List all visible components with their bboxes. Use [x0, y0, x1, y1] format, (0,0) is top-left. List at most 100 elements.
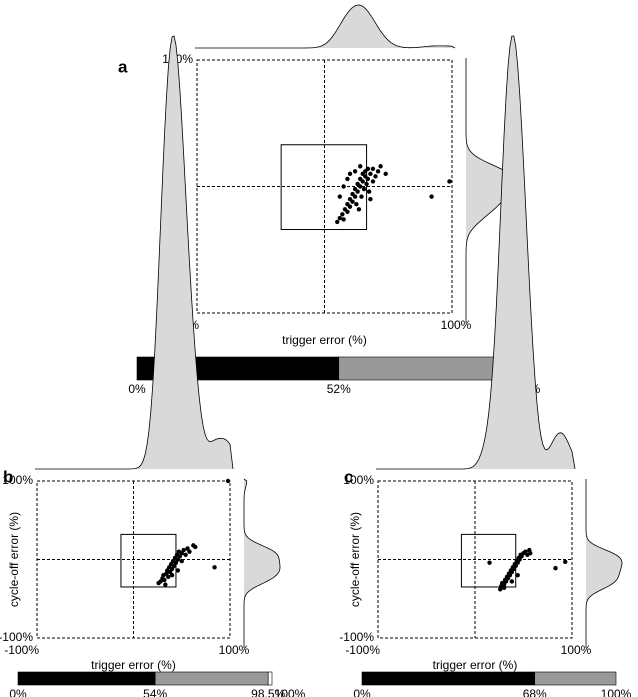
data-point: [365, 166, 371, 171]
data-point: [553, 565, 558, 571]
data-point: [511, 566, 516, 572]
bar-tick-label: 98.5%: [251, 687, 285, 697]
data-point: [175, 557, 181, 562]
data-point: [519, 554, 524, 559]
panel-letter: c: [344, 467, 353, 486]
data-point: [509, 569, 515, 575]
data-point: [523, 549, 528, 554]
data-point: [366, 189, 372, 194]
data-point: [181, 547, 186, 553]
data-point: [503, 579, 509, 584]
data-point: [347, 171, 353, 177]
data-point: [383, 171, 388, 177]
marginal-x: [195, 4, 456, 49]
data-point: [179, 558, 184, 564]
data-point: [361, 186, 367, 192]
data-point: [517, 557, 522, 562]
data-point: [507, 573, 513, 578]
x-axis-label: trigger error (%): [433, 658, 518, 672]
marginal-y: [243, 478, 281, 648]
bar-tick-label: 68%: [523, 687, 547, 697]
data-point: [360, 179, 365, 184]
bar-segment: [267, 671, 273, 686]
target-box: [280, 144, 368, 231]
data-point: [358, 164, 363, 169]
data-point: [352, 194, 358, 199]
data-point: [345, 176, 350, 182]
data-point: [187, 549, 192, 554]
y-axis-label: cycle-off error (%): [7, 512, 21, 607]
y-tick-label: -100%: [0, 630, 33, 644]
data-point: [337, 215, 342, 221]
data-point: [337, 194, 342, 199]
data-point: [378, 164, 383, 169]
data-point: [350, 199, 355, 204]
x-tick-label: 100%: [219, 643, 250, 657]
data-point: [225, 478, 231, 484]
data-point: [166, 574, 171, 579]
data-point: [359, 194, 364, 199]
bar-segment: [361, 671, 536, 686]
data-point: [365, 176, 371, 182]
data-point: [340, 212, 345, 217]
marginal-x: [35, 35, 234, 470]
y-tick-label: -100%: [339, 630, 374, 644]
data-point: [447, 179, 452, 184]
bar-tick-label: 100%: [601, 687, 632, 697]
y-tick-label: 100%: [343, 473, 374, 487]
x-tick-label: -100%: [4, 643, 39, 657]
data-point: [368, 171, 373, 177]
data-point: [169, 566, 175, 572]
bar-tick-label: 0%: [9, 687, 27, 697]
data-point: [501, 582, 507, 587]
marginal-y: [585, 479, 623, 648]
data-point: [341, 217, 346, 222]
data-point: [513, 563, 518, 568]
bar-segment: [154, 671, 269, 686]
data-point: [515, 573, 520, 578]
data-point: [185, 546, 190, 551]
data-point: [429, 194, 434, 199]
marginal-x: [376, 35, 576, 470]
bar-tick-label: 54%: [143, 687, 167, 697]
data-point: [368, 196, 373, 202]
data-point: [528, 551, 533, 556]
data-point: [212, 565, 217, 570]
data-point: [163, 582, 168, 587]
data-point: [358, 184, 363, 189]
data-point: [162, 577, 167, 583]
data-point: [354, 202, 359, 207]
bar-segment: [534, 671, 617, 686]
target-box: [120, 533, 177, 588]
bar-tick-label: 100%: [275, 687, 306, 697]
data-point: [355, 189, 360, 194]
data-point: [356, 207, 362, 212]
bar-tick-label: 0%: [353, 687, 371, 697]
data-point: [487, 560, 492, 565]
data-point: [563, 559, 568, 565]
data-point: [167, 569, 173, 575]
bar-segment: [17, 671, 156, 686]
data-point: [347, 204, 353, 209]
data-point: [505, 576, 511, 581]
data-point: [169, 573, 175, 578]
data-point: [158, 579, 163, 584]
x-tick-label: 100%: [441, 318, 472, 332]
data-point: [171, 563, 177, 568]
x-tick-label: 100%: [561, 643, 592, 657]
data-point: [179, 551, 184, 556]
panel-letter: a: [118, 57, 128, 76]
data-point: [177, 554, 183, 559]
data-point: [373, 174, 378, 179]
data-point: [364, 181, 369, 187]
data-point: [175, 568, 181, 573]
data-point: [193, 544, 198, 550]
bar-tick-label: 0%: [128, 382, 146, 396]
y-tick-label: 100%: [2, 473, 33, 487]
data-point: [509, 579, 515, 584]
data-point: [370, 179, 376, 184]
data-point: [375, 169, 381, 174]
x-tick-label: -100%: [345, 643, 380, 657]
data-point: [335, 219, 340, 225]
